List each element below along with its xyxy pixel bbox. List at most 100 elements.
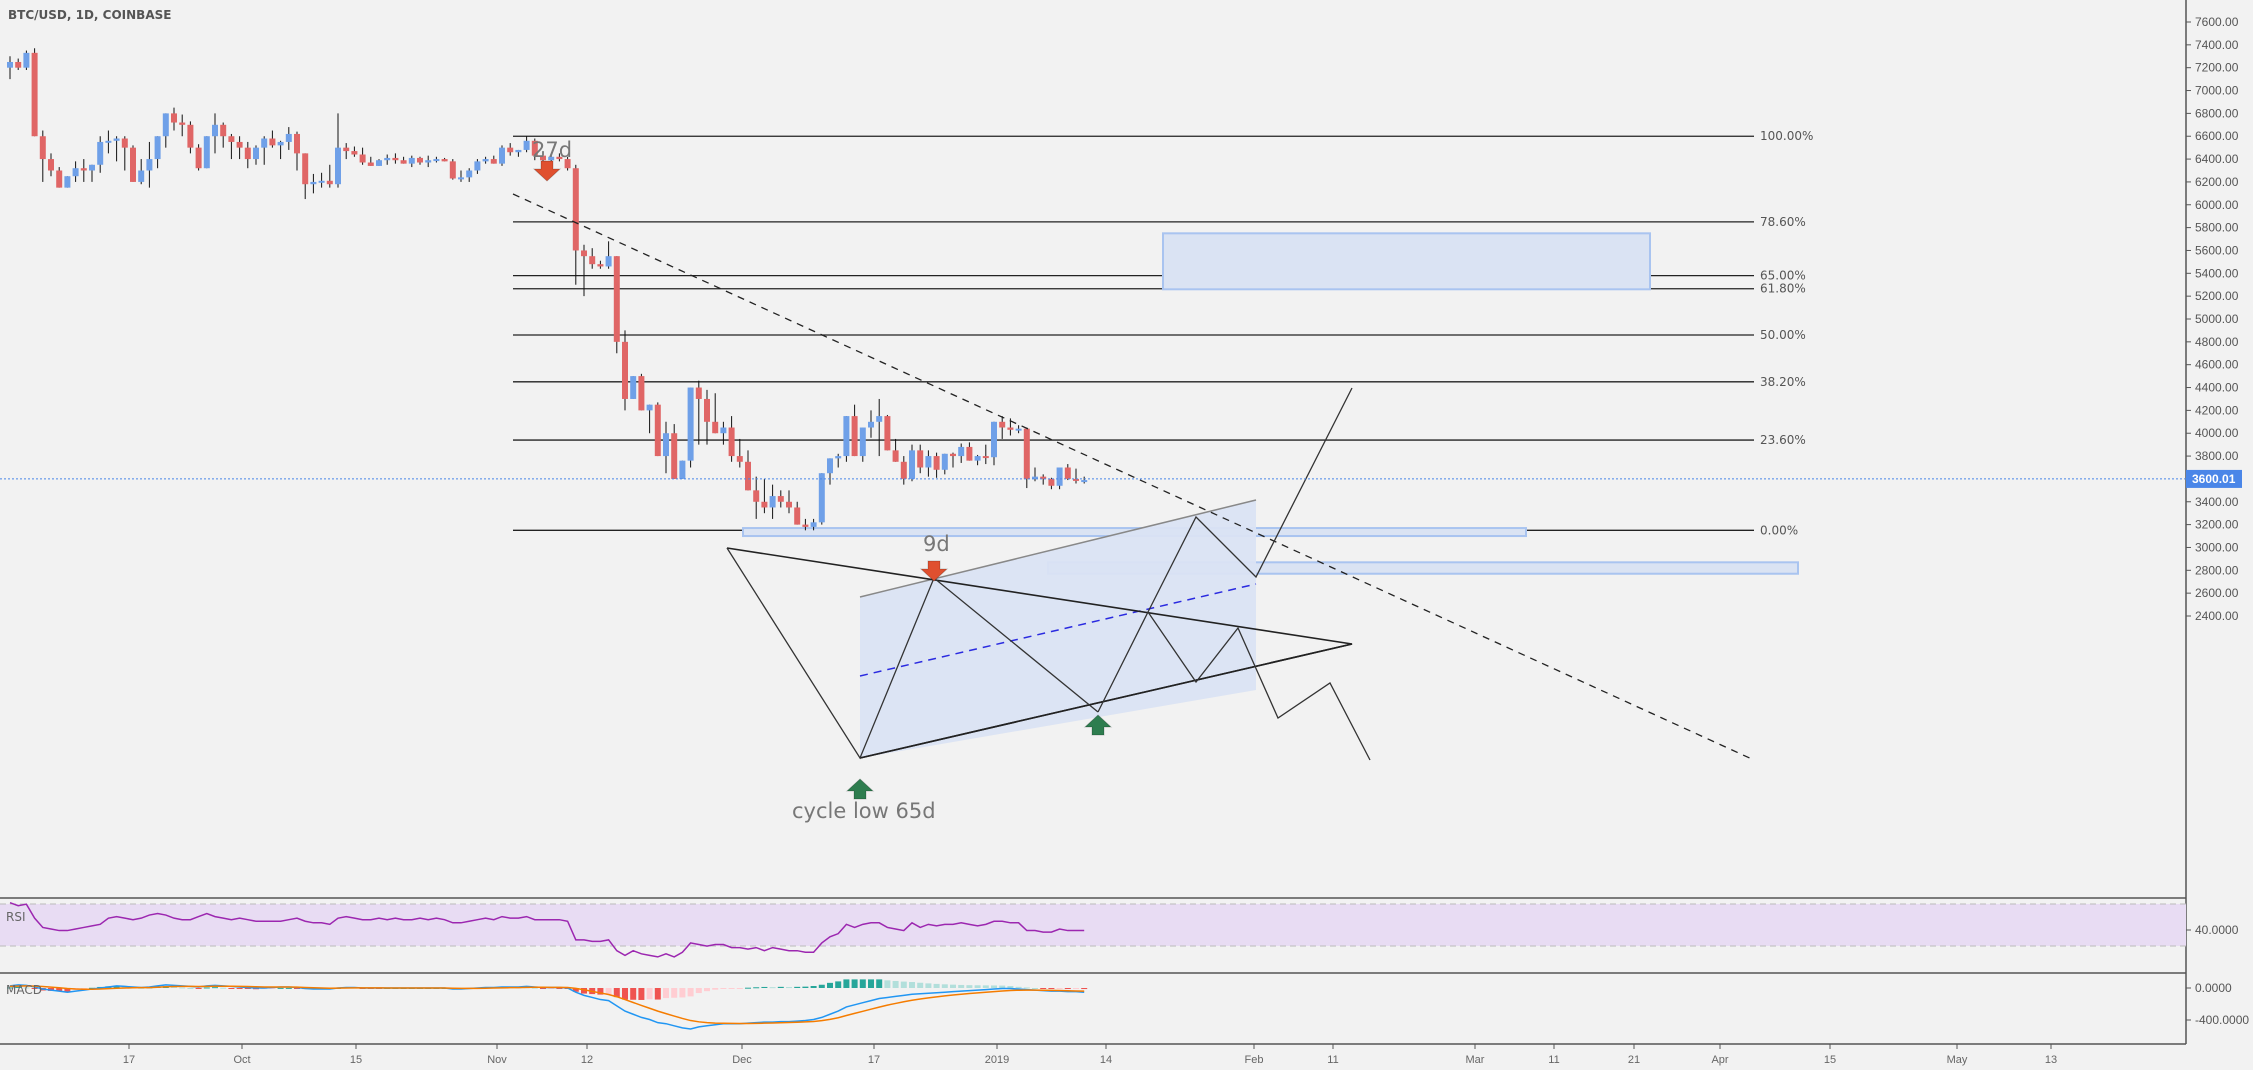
macd-histogram-bar bbox=[753, 987, 760, 989]
macd-histogram-bar bbox=[1007, 986, 1014, 988]
time-tick-label: 11 bbox=[1327, 1054, 1338, 1066]
macd-histogram-bar bbox=[827, 982, 833, 988]
arrow-up-icon bbox=[1083, 714, 1113, 736]
candle-body bbox=[482, 159, 489, 162]
candle-body bbox=[900, 461, 907, 479]
candle-body bbox=[876, 416, 883, 422]
macd-histogram-bar bbox=[745, 987, 751, 989]
fibonacci-retracement[interactable]: 100.00% 78.60% 65.00%61.80% 50.00% 38.20% 23.… bbox=[513, 129, 1813, 537]
triangle-lower-line[interactable] bbox=[859, 643, 1353, 759]
macd-histogram-bar bbox=[802, 986, 809, 988]
macd-histogram-bar bbox=[671, 988, 678, 998]
trend-drawings[interactable] bbox=[512, 193, 1755, 761]
time-tick-label: 15 bbox=[1824, 1054, 1836, 1066]
candle-body bbox=[162, 113, 169, 137]
candle-body bbox=[843, 416, 850, 457]
chart-title: BTC/USD, 1D, COINBASE bbox=[8, 8, 172, 22]
candle-body bbox=[48, 159, 54, 171]
macd-histogram-bar bbox=[966, 985, 973, 988]
time-tick-label: 12 bbox=[581, 1054, 593, 1066]
candle-body bbox=[1007, 427, 1014, 430]
candle-body bbox=[572, 168, 579, 251]
price-tick-label: 4400.00 bbox=[2195, 381, 2239, 395]
time-tick-label: 15 bbox=[350, 1054, 362, 1066]
fib-level-label: 65.00% bbox=[1760, 269, 1806, 283]
bullish-projection-path[interactable] bbox=[1097, 387, 1353, 713]
annotations[interactable]: 27d 9d cycle low 65d bbox=[0, 138, 2186, 823]
channel-fill[interactable] bbox=[860, 500, 1256, 758]
macd-histogram-bar bbox=[80, 988, 87, 989]
price-tick-label: 6400.00 bbox=[2195, 152, 2239, 166]
macd-histogram-bar bbox=[958, 984, 965, 988]
macd-histogram-bar bbox=[1064, 988, 1071, 989]
macd-histogram-bar bbox=[810, 986, 817, 988]
macd-histogram-bar bbox=[769, 987, 776, 989]
candle-body bbox=[253, 147, 259, 160]
projection-zones[interactable] bbox=[742, 232, 1799, 575]
macd-histogram-bar bbox=[704, 988, 710, 992]
target-zone-upper[interactable] bbox=[1162, 232, 1651, 291]
macd-histogram-bar bbox=[777, 986, 784, 988]
macd-histogram-bar bbox=[909, 982, 915, 988]
price-tick-label: 5600.00 bbox=[2195, 243, 2239, 257]
candle-body bbox=[236, 141, 243, 148]
macd-histogram-bar bbox=[294, 988, 300, 989]
candle-body bbox=[835, 456, 842, 459]
candle-body bbox=[827, 458, 833, 474]
macd-histogram-bar bbox=[679, 988, 686, 998]
price-axis[interactable]: 7600.00 7400.00 7200.00 7000.00 6800.00 6600.… bbox=[2186, 15, 2249, 1027]
time-tick-label: 21 bbox=[1628, 1054, 1640, 1066]
cycle-low-label: cycle low 65d bbox=[792, 799, 936, 823]
time-tick-label: 13 bbox=[2045, 1054, 2057, 1066]
macd-histogram-bar bbox=[868, 979, 874, 988]
candle-body bbox=[892, 450, 899, 462]
descending-trendline[interactable] bbox=[512, 193, 1755, 761]
macd-histogram-bar bbox=[991, 985, 997, 988]
candle-body bbox=[982, 456, 989, 459]
macd-histogram-bar bbox=[220, 987, 227, 989]
candle-body bbox=[56, 170, 63, 188]
candle-body bbox=[269, 138, 276, 146]
macd-histogram-bar bbox=[605, 988, 612, 995]
macd-histogram-bar bbox=[572, 988, 579, 992]
bearish-projection-path[interactable] bbox=[1147, 611, 1371, 761]
candle-body bbox=[1015, 428, 1022, 431]
candle-body bbox=[531, 140, 538, 156]
channel-median-line[interactable] bbox=[859, 583, 1257, 677]
swing-path bbox=[726, 547, 1099, 760]
candle-body bbox=[121, 138, 128, 148]
macd-histogram-bar bbox=[695, 988, 702, 994]
macd-histogram-bar bbox=[843, 979, 850, 988]
parallel-channel[interactable] bbox=[859, 499, 1257, 758]
candle-body bbox=[523, 140, 530, 150]
price-tick-label: 6200.00 bbox=[2195, 175, 2239, 189]
macd-histogram-bar bbox=[900, 981, 907, 988]
candle-body bbox=[138, 170, 145, 182]
price-tick-label: 7000.00 bbox=[2195, 84, 2239, 98]
macd-histogram-bar bbox=[64, 988, 71, 992]
channel-upper-line[interactable] bbox=[859, 499, 1257, 598]
candle-body bbox=[958, 446, 965, 457]
candle-body bbox=[687, 387, 694, 461]
macd-histogram-bar bbox=[876, 979, 883, 988]
macd-histogram-bar bbox=[187, 988, 194, 989]
time-axis[interactable]: 17 Oct 15 Nov 12 Dec 17 2019 14 Feb 11 Mar 11 21 Apr 15… bbox=[123, 1044, 2057, 1066]
candle-body bbox=[999, 421, 1006, 428]
candle-body bbox=[203, 136, 210, 169]
macd-histogram-bar bbox=[212, 987, 218, 989]
candle-body bbox=[974, 456, 981, 461]
candle-body bbox=[597, 264, 604, 267]
price-tick-label: 5000.00 bbox=[2195, 312, 2239, 326]
candle-body bbox=[228, 136, 235, 142]
fib-level-label: 50.00% bbox=[1760, 328, 1806, 342]
time-tick-label: Apr bbox=[1711, 1054, 1728, 1066]
macd-label: MACD bbox=[6, 983, 42, 997]
price-tick-label: 3200.00 bbox=[2195, 518, 2239, 532]
macd-histogram-bar bbox=[171, 986, 177, 988]
macd-histogram-bar bbox=[244, 988, 251, 989]
candle-body bbox=[704, 398, 710, 422]
macd-histogram-bar bbox=[1032, 988, 1038, 989]
candle-body bbox=[622, 341, 628, 399]
price-tick-label: 5800.00 bbox=[2195, 221, 2239, 235]
